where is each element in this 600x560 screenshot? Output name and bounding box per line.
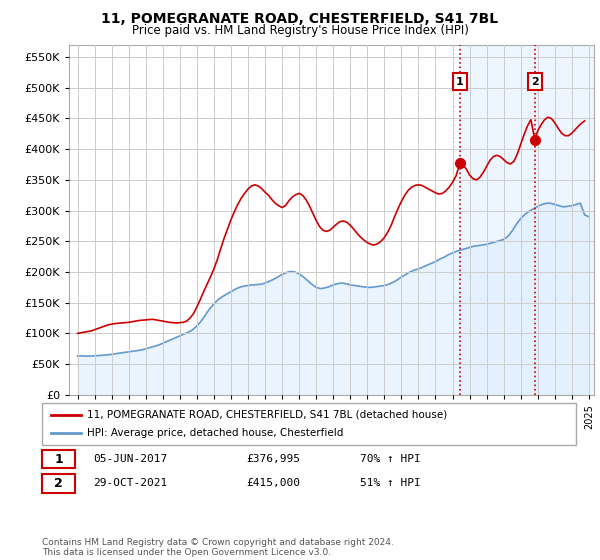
Text: £415,000: £415,000: [246, 478, 300, 488]
Text: 29-OCT-2021: 29-OCT-2021: [93, 478, 167, 488]
Text: HPI: Average price, detached house, Chesterfield: HPI: Average price, detached house, Ches…: [87, 428, 343, 438]
Text: 2: 2: [531, 77, 539, 87]
Text: Contains HM Land Registry data © Crown copyright and database right 2024.
This d: Contains HM Land Registry data © Crown c…: [42, 538, 394, 557]
Text: 05-JUN-2017: 05-JUN-2017: [93, 454, 167, 464]
Text: Price paid vs. HM Land Registry's House Price Index (HPI): Price paid vs. HM Land Registry's House …: [131, 24, 469, 36]
Text: £376,995: £376,995: [246, 454, 300, 464]
Text: 70% ↑ HPI: 70% ↑ HPI: [360, 454, 421, 464]
Text: 1: 1: [456, 77, 464, 87]
Text: 11, POMEGRANATE ROAD, CHESTERFIELD, S41 7BL (detached house): 11, POMEGRANATE ROAD, CHESTERFIELD, S41 …: [87, 410, 447, 420]
Bar: [460, 45, 535, 395]
Text: 2: 2: [54, 477, 63, 490]
Bar: [535, 45, 598, 395]
Text: 11, POMEGRANATE ROAD, CHESTERFIELD, S41 7BL: 11, POMEGRANATE ROAD, CHESTERFIELD, S41 …: [101, 12, 499, 26]
Text: 51% ↑ HPI: 51% ↑ HPI: [360, 478, 421, 488]
Text: 1: 1: [54, 452, 63, 466]
